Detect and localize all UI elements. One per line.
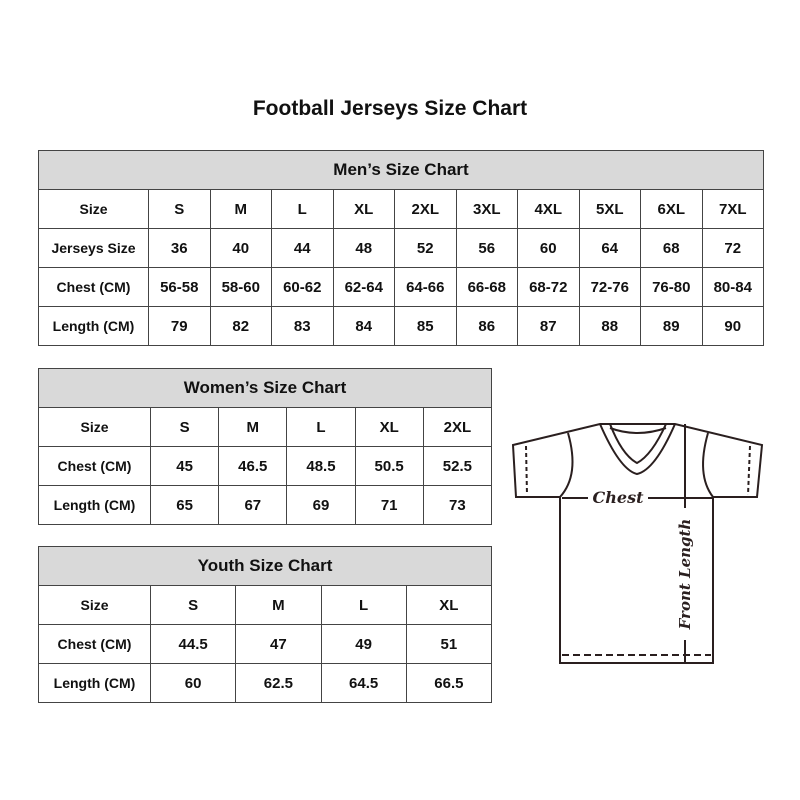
youth-size-table: Youth Size Chart Size S M L XL Chest (CM) 44.5 4… <box>38 546 493 703</box>
table-cell: 84 <box>332 306 395 346</box>
table-cell: L <box>286 407 356 447</box>
table-cell: L <box>271 189 334 229</box>
table-cell: 6XL <box>640 189 703 229</box>
table-cell: 73 <box>422 485 493 525</box>
table-row: Size S M L XL 2XL 3XL 4XL 5XL 6XL 7XL <box>38 189 764 229</box>
table-cell: 62.5 <box>235 663 322 703</box>
table-cell: S <box>149 407 220 447</box>
table-cell: 79 <box>148 306 211 346</box>
jersey-outline <box>511 423 764 664</box>
table-cell: 48 <box>332 228 395 268</box>
table-cell: 68-72 <box>517 267 580 307</box>
table-cell: M <box>218 407 288 447</box>
table-row: Length (CM) 65 67 69 71 73 <box>38 485 493 525</box>
table-cell: 88 <box>578 306 641 346</box>
table-row: Jerseys Size 36 40 44 48 52 56 60 64 68 72 <box>38 228 764 268</box>
table-cell: 51 <box>405 624 493 664</box>
table-cell: 69 <box>286 485 356 525</box>
table-cell: 87 <box>517 306 580 346</box>
row-label: Length (CM) <box>38 485 151 525</box>
row-label: Chest (CM) <box>38 624 151 664</box>
table-cell: 71 <box>354 485 424 525</box>
chest-label: Chest <box>593 488 645 507</box>
table-cell: 67 <box>218 485 288 525</box>
table-cell: 66.5 <box>405 663 493 703</box>
women-chart-heading: Women’s Size Chart <box>38 368 492 408</box>
table-row: Length (CM) 60 62.5 64.5 66.5 <box>38 663 493 703</box>
table-cell: 60 <box>517 228 580 268</box>
table-cell: 82 <box>209 306 272 346</box>
row-label: Size <box>38 585 151 625</box>
table-cell: 90 <box>701 306 764 346</box>
table-cell: 72-76 <box>578 267 641 307</box>
row-label: Size <box>38 407 151 447</box>
table-cell: M <box>235 585 322 625</box>
front-length-label: Front Length <box>676 519 694 631</box>
table-row: Length (CM) 79 82 83 84 85 86 87 88 89 90 <box>38 306 764 346</box>
table-cell: 44.5 <box>149 624 237 664</box>
table-cell: 36 <box>148 228 211 268</box>
table-cell: 65 <box>149 485 220 525</box>
youth-chart-heading: Youth Size Chart <box>38 546 492 586</box>
table-cell: 2XL <box>422 407 493 447</box>
table-cell: 66-68 <box>455 267 518 307</box>
row-label: Length (CM) <box>38 306 149 346</box>
table-cell: 48.5 <box>286 446 356 486</box>
table-row: Size S M L XL <box>38 585 493 625</box>
womens-size-table: Women’s Size Chart Size S M L XL 2XL Chest (CM)… <box>38 368 493 525</box>
table-cell: 5XL <box>578 189 641 229</box>
left-armhole <box>559 432 574 498</box>
men-chart-heading: Men’s Size Chart <box>38 150 764 190</box>
table-cell: 86 <box>455 306 518 346</box>
table-row: Chest (CM) 44.5 47 49 51 <box>38 624 493 664</box>
page-title: Football Jerseys Size Chart <box>252 97 528 120</box>
table-cell: 62-64 <box>332 267 395 307</box>
table-cell: 49 <box>320 624 407 664</box>
table-cell: 40 <box>209 228 272 268</box>
table-cell: 45 <box>149 446 220 486</box>
table-cell: 50.5 <box>354 446 424 486</box>
collar <box>599 423 676 476</box>
table-cell: XL <box>332 189 395 229</box>
table-cell: 56-58 <box>148 267 211 307</box>
table-cell: XL <box>354 407 424 447</box>
table-cell: 7XL <box>701 189 764 229</box>
table-row: Size S M L XL 2XL <box>38 407 493 447</box>
collar-inner <box>609 423 667 465</box>
table-cell: 60-62 <box>271 267 334 307</box>
mens-size-table: Men’s Size Chart Size S M L XL 2XL 3XL 4XL 5XL 6XL… <box>38 150 764 346</box>
table-cell: L <box>320 585 407 625</box>
table-cell: 80-84 <box>701 267 764 307</box>
table-cell: 44 <box>271 228 334 268</box>
right-sleeve-stitch <box>747 445 751 496</box>
table-cell: 64.5 <box>320 663 407 703</box>
table-cell: 76-80 <box>640 267 703 307</box>
left-sleeve-stitch <box>525 445 528 496</box>
row-label: Jerseys Size <box>38 228 149 268</box>
table-cell: 52.5 <box>422 446 493 486</box>
table-cell: 47 <box>235 624 322 664</box>
table-cell: 85 <box>394 306 457 346</box>
row-label: Size <box>38 189 149 229</box>
right-armhole <box>702 432 714 498</box>
table-cell: 60 <box>149 663 237 703</box>
table-cell: 68 <box>640 228 703 268</box>
row-label: Chest (CM) <box>38 446 151 486</box>
table-cell: S <box>149 585 237 625</box>
table-row: Chest (CM) 45 46.5 48.5 50.5 52.5 <box>38 446 493 486</box>
